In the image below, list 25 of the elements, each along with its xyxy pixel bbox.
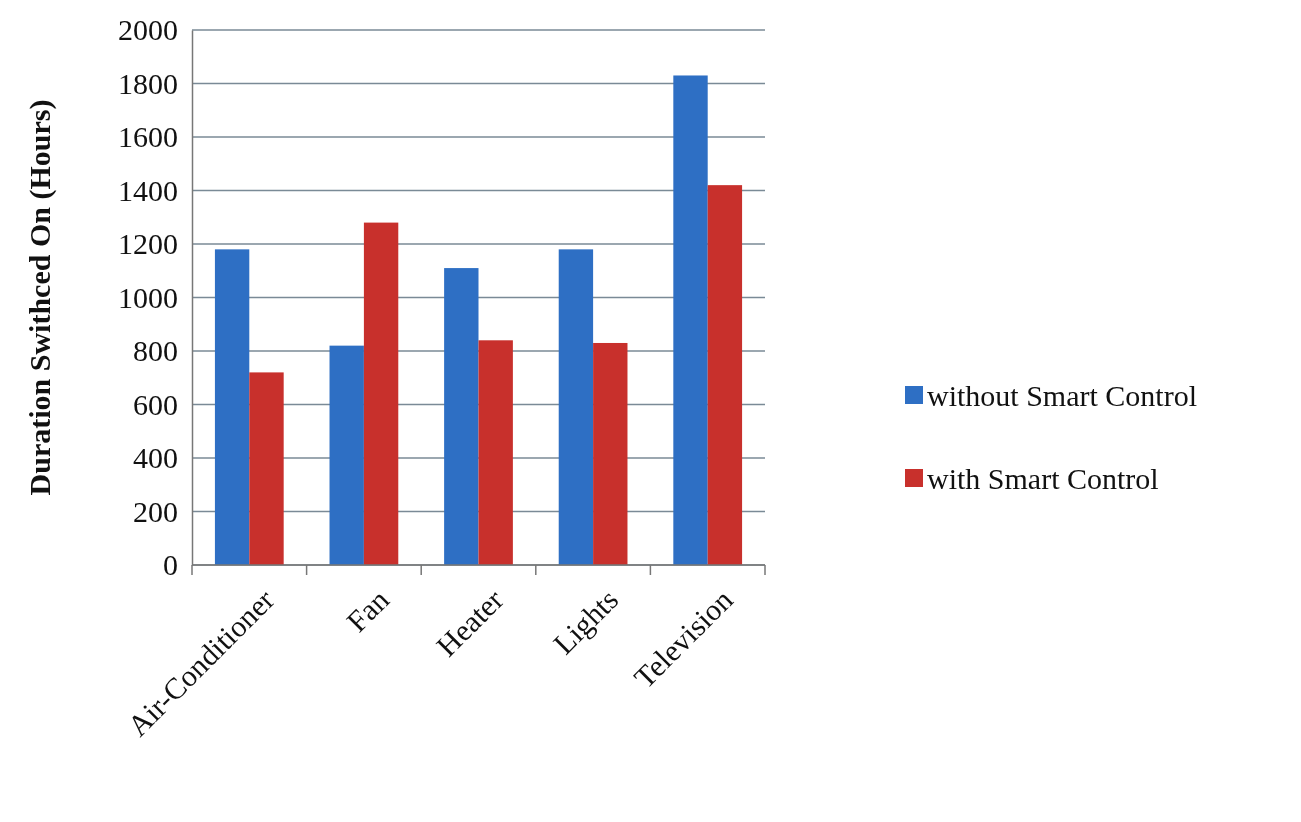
bar (214, 249, 250, 565)
bar (478, 340, 513, 565)
y-tick-label: 200 (133, 494, 178, 528)
bar (363, 222, 399, 565)
bar (593, 342, 628, 565)
legend-label: with Smart Control (927, 461, 1159, 495)
legend-label: without Smart Control (927, 378, 1197, 412)
bar (558, 249, 594, 565)
y-tick-label: 2000 (118, 13, 178, 47)
y-tick-label: 1600 (118, 120, 178, 154)
bar (673, 75, 708, 565)
bar (444, 268, 479, 565)
y-tick-label: 1000 (118, 280, 178, 314)
y-tick-label: 600 (133, 387, 178, 421)
y-tick-label: 800 (133, 334, 178, 368)
y-tick-label: 1200 (118, 227, 178, 261)
y-axis-title: Duration Swithced On (Hours) (23, 99, 57, 496)
y-tick-label: 1800 (118, 66, 178, 100)
y-tick-label: 400 (133, 441, 178, 475)
y-tick-label: 0 (163, 548, 178, 582)
bar (249, 372, 284, 565)
y-tick-label: 1400 (118, 173, 178, 207)
bar (329, 345, 364, 565)
bar (707, 185, 743, 565)
x-tick-label: Fan (339, 582, 395, 638)
